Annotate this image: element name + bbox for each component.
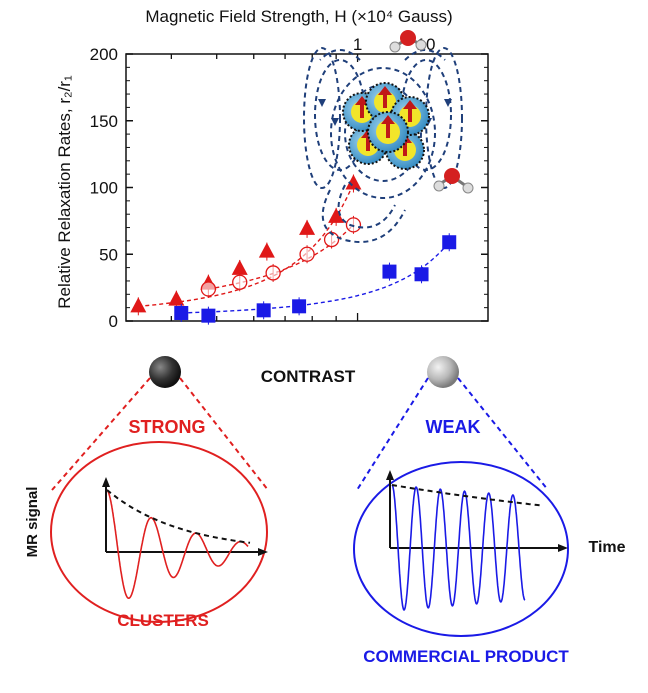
nanoparticle-cluster: [342, 82, 430, 170]
left-decay-wave: [106, 489, 249, 599]
y-tick-label: 0: [109, 312, 118, 331]
time-label: Time: [588, 539, 625, 556]
triangle-point: [328, 207, 345, 223]
top-tick-label: 1: [353, 35, 362, 54]
data-marks: [130, 174, 457, 325]
circle-point: [345, 217, 362, 233]
light-sphere: [427, 356, 459, 388]
top-axis-title-main: Magnetic Field Strength, H (×10⁴ Gauss): [145, 7, 452, 26]
left-ellipse: [50, 441, 268, 623]
square-point: [442, 235, 457, 250]
left-cone-line: [179, 377, 269, 491]
right-ellipse: [353, 461, 569, 637]
right-decay-envelope: [391, 484, 541, 507]
triangle-point: [231, 259, 248, 275]
y-tick-label: 150: [90, 112, 118, 131]
square-point: [382, 264, 397, 279]
left-decay-envelope: [106, 489, 251, 544]
weak-label: WEAK: [426, 417, 481, 437]
y-tick-label: 50: [99, 245, 118, 264]
triangle-point: [299, 219, 316, 235]
square-point: [174, 305, 189, 320]
y-axis-ticks: 0 50 100 150 200: [90, 45, 488, 331]
top-axis-title: Magnetic Field Strength, H (×10⁴ Gauss): [145, 7, 452, 26]
fit-curves: [138, 183, 450, 314]
y-axis-label: Relative Relaxation Rates, r₂/r₁: [55, 75, 74, 309]
right-cone-line: [457, 377, 549, 491]
circle-point: [232, 274, 248, 290]
mr-signal-diagram: CONTRAST STRONG CLUSTERS WEAK COMMERCIAL…: [24, 356, 626, 666]
square-point: [201, 308, 216, 323]
water-molecule-top: [389, 30, 427, 53]
plot-frame: [125, 53, 489, 322]
nanoparticle: [367, 111, 409, 153]
right-decay-wave: [391, 484, 526, 611]
circle-point: [200, 281, 217, 297]
left-axis-arrow-up: [102, 477, 110, 487]
triangle-point: [345, 174, 362, 190]
right-cone-line: [356, 377, 429, 491]
circle-point: [299, 246, 315, 262]
right-axis-arrow-up: [386, 470, 394, 480]
triangle-point: [168, 290, 185, 306]
y-tick-label: 200: [90, 45, 118, 64]
triangle-point: [258, 242, 275, 258]
commercial-product-label: COMMERCIAL PRODUCT: [363, 647, 569, 666]
dark-sphere: [149, 356, 181, 388]
left-axis-arrow-right: [258, 548, 268, 556]
triangle-point: [130, 297, 147, 313]
relaxation-chart: Magnetic Field Strength, H (×10⁴ Gauss) …: [55, 7, 489, 331]
clusters-label: CLUSTERS: [117, 611, 209, 630]
square-point: [414, 267, 429, 282]
circle-point: [265, 265, 281, 281]
left-signal-axes: [105, 485, 260, 553]
square-point: [292, 299, 307, 314]
water-molecule-bottom: [433, 168, 474, 194]
square-point: [256, 303, 271, 318]
nanoparticle-cluster-illustration: [303, 30, 474, 243]
strong-label: STRONG: [128, 417, 205, 437]
fit-curve-0: [138, 183, 355, 307]
right-signal-axes: [389, 478, 560, 549]
mr-signal-label: MR signal: [24, 487, 41, 558]
y-tick-label: 100: [90, 179, 118, 198]
fit-curve-2: [181, 241, 450, 314]
contrast-label: CONTRAST: [261, 367, 356, 386]
right-axis-arrow-right: [558, 544, 568, 552]
left-cone-line: [51, 377, 151, 491]
